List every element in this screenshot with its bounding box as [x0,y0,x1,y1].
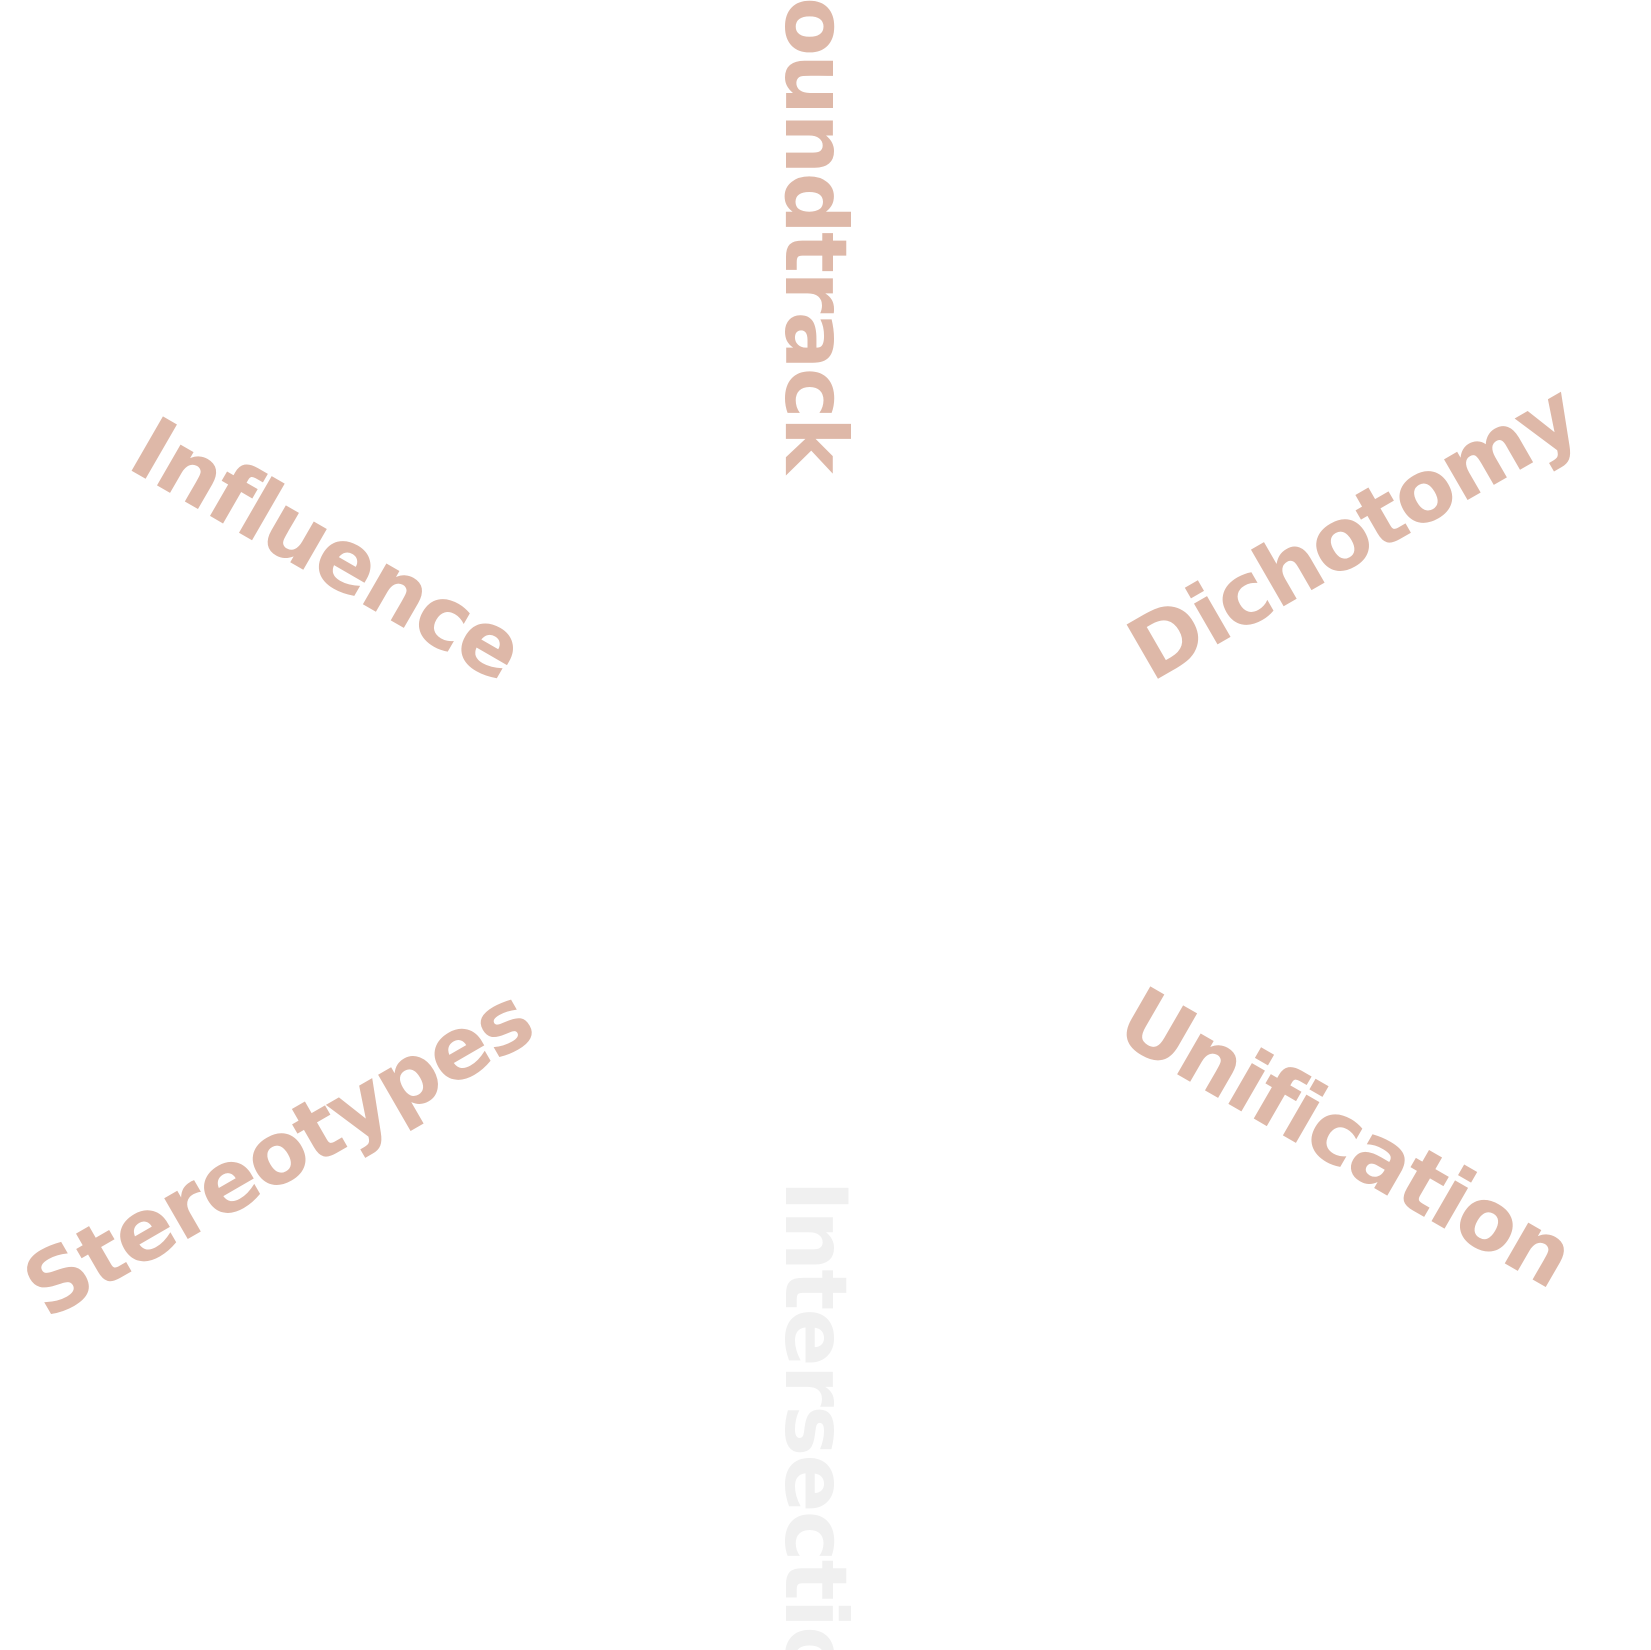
label-dichotomy: Dichotomy [1111,364,1595,701]
label-influence: Influence [114,398,539,702]
label-stereotypes: Stereotypes [7,968,549,1339]
label-soundtrack: Soundtrack [765,0,865,472]
label-intersectionality: Intersectionality [765,1180,865,1650]
label-unification: Unification [1101,968,1590,1308]
